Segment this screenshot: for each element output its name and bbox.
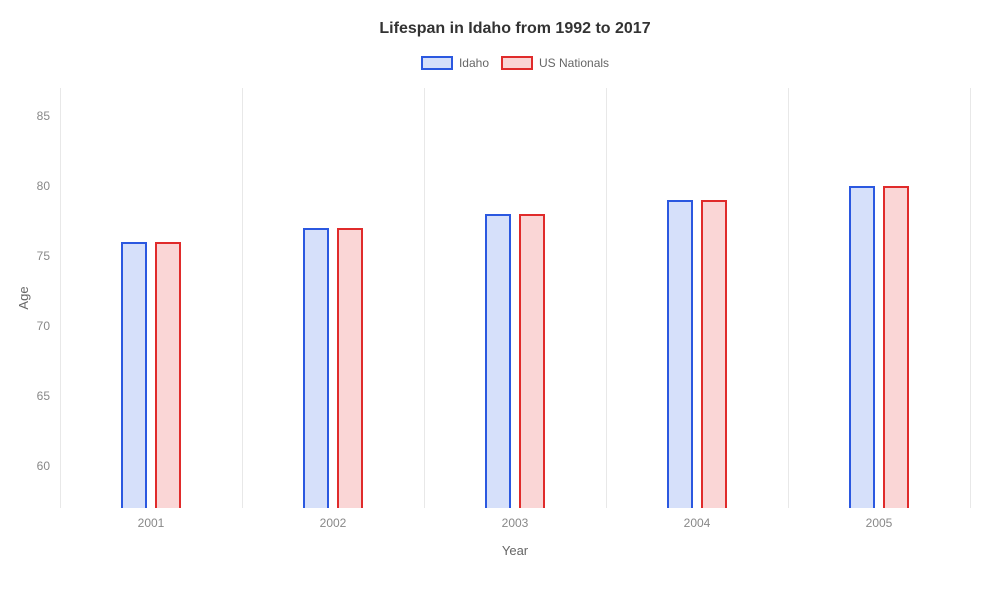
legend: Idaho US Nationals: [60, 56, 970, 70]
x-tick-label: 2002: [320, 516, 347, 530]
x-tick-label: 2003: [502, 516, 529, 530]
bar-idaho-2002: [303, 228, 329, 508]
y-tick-label: 85: [20, 109, 50, 123]
grid-line-v: [970, 88, 971, 508]
bar-us-nationals-2003: [519, 214, 545, 508]
legend-swatch-us: [501, 56, 533, 70]
y-tick-label: 80: [20, 179, 50, 193]
bar-idaho-2005: [849, 186, 875, 508]
x-tick-label: 2004: [684, 516, 711, 530]
chart-title: Lifespan in Idaho from 1992 to 2017: [60, 20, 970, 38]
bar-idaho-2003: [485, 214, 511, 508]
legend-item-us: US Nationals: [501, 56, 609, 70]
bar-idaho-2001: [121, 242, 147, 508]
bar-us-nationals-2001: [155, 242, 181, 508]
y-axis-label: Age: [16, 286, 31, 309]
bar-us-nationals-2002: [337, 228, 363, 508]
legend-item-idaho: Idaho: [421, 56, 489, 70]
grid-line-v: [242, 88, 243, 508]
legend-label-us: US Nationals: [539, 56, 609, 70]
grid-line-v: [60, 88, 61, 508]
legend-swatch-idaho: [421, 56, 453, 70]
plot-area: Age Year 6065707580852001200220032004200…: [60, 88, 970, 508]
y-tick-label: 65: [20, 389, 50, 403]
bar-us-nationals-2004: [701, 200, 727, 508]
grid-line-v: [788, 88, 789, 508]
y-tick-label: 75: [20, 249, 50, 263]
x-axis-label: Year: [502, 543, 528, 558]
y-tick-label: 70: [20, 319, 50, 333]
grid-line-v: [606, 88, 607, 508]
x-tick-label: 2005: [866, 516, 893, 530]
bar-idaho-2004: [667, 200, 693, 508]
bar-us-nationals-2005: [883, 186, 909, 508]
grid-line-v: [424, 88, 425, 508]
chart-container: Lifespan in Idaho from 1992 to 2017 Idah…: [0, 0, 1000, 600]
legend-label-idaho: Idaho: [459, 56, 489, 70]
y-tick-label: 60: [20, 459, 50, 473]
x-tick-label: 2001: [138, 516, 165, 530]
